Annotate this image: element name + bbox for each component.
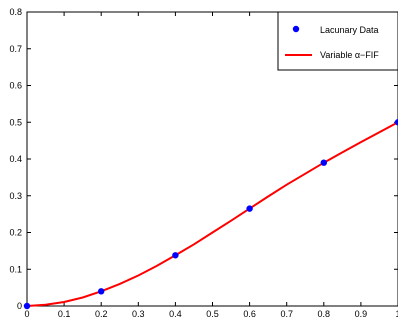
data-point-3 [246, 205, 253, 212]
legend-box [277, 11, 398, 71]
x-tick-label-4: 0.4 [169, 309, 182, 319]
y-tick-label-4: 0.4 [9, 154, 22, 164]
y-tick-labels: 0 0.1 0.2 0.3 0.4 0.5 0.6 0.7 0.8 [9, 7, 22, 311]
y-tick-label-3: 0.3 [9, 191, 22, 201]
data-point-4 [320, 159, 327, 166]
series-line-variable-fif [26, 121, 398, 307]
x-tick-label-6: 0.6 [243, 309, 256, 319]
x-tick-label-7: 0.7 [280, 309, 293, 319]
x-tick-label-9: 0.9 [355, 309, 368, 319]
legend-label-lacunary-data: Lacunary Data [320, 25, 379, 35]
legend-marker-lacunary-data [292, 25, 300, 33]
y-tick-label-0: 0 [17, 301, 22, 311]
y-tick-label-6: 0.6 [9, 81, 22, 91]
y-tick-label-5: 0.5 [9, 117, 22, 127]
data-point-0 [23, 302, 31, 310]
x-tick-label-5: 0.5 [206, 309, 219, 319]
data-point-5 [394, 119, 398, 126]
x-tick-label-10: 1 [395, 309, 398, 319]
y-tick-label-8: 0.8 [9, 7, 22, 17]
y-tick-label-2: 0.2 [9, 228, 22, 238]
y-tick-label-7: 0.7 [9, 44, 22, 54]
legend: Lacunary Data Variable α−FIF [277, 11, 398, 71]
x-tick-labels: 0 0.1 0.2 0.3 0.4 0.5 0.6 0.7 0.8 0.9 1 [24, 309, 398, 319]
lacunary-data-points [23, 119, 398, 310]
legend-label-variable-fif: Variable α−FIF [320, 50, 379, 60]
x-tick-label-2: 0.2 [95, 309, 108, 319]
x-tick-label-0: 0 [24, 309, 29, 319]
y-tick-label-1: 0.1 [9, 264, 22, 274]
x-tick-label-1: 0.1 [58, 309, 71, 319]
data-point-1 [98, 288, 105, 295]
x-tick-label-8: 0.8 [318, 309, 331, 319]
x-tick-label-3: 0.3 [132, 309, 145, 319]
data-point-2 [172, 252, 179, 259]
